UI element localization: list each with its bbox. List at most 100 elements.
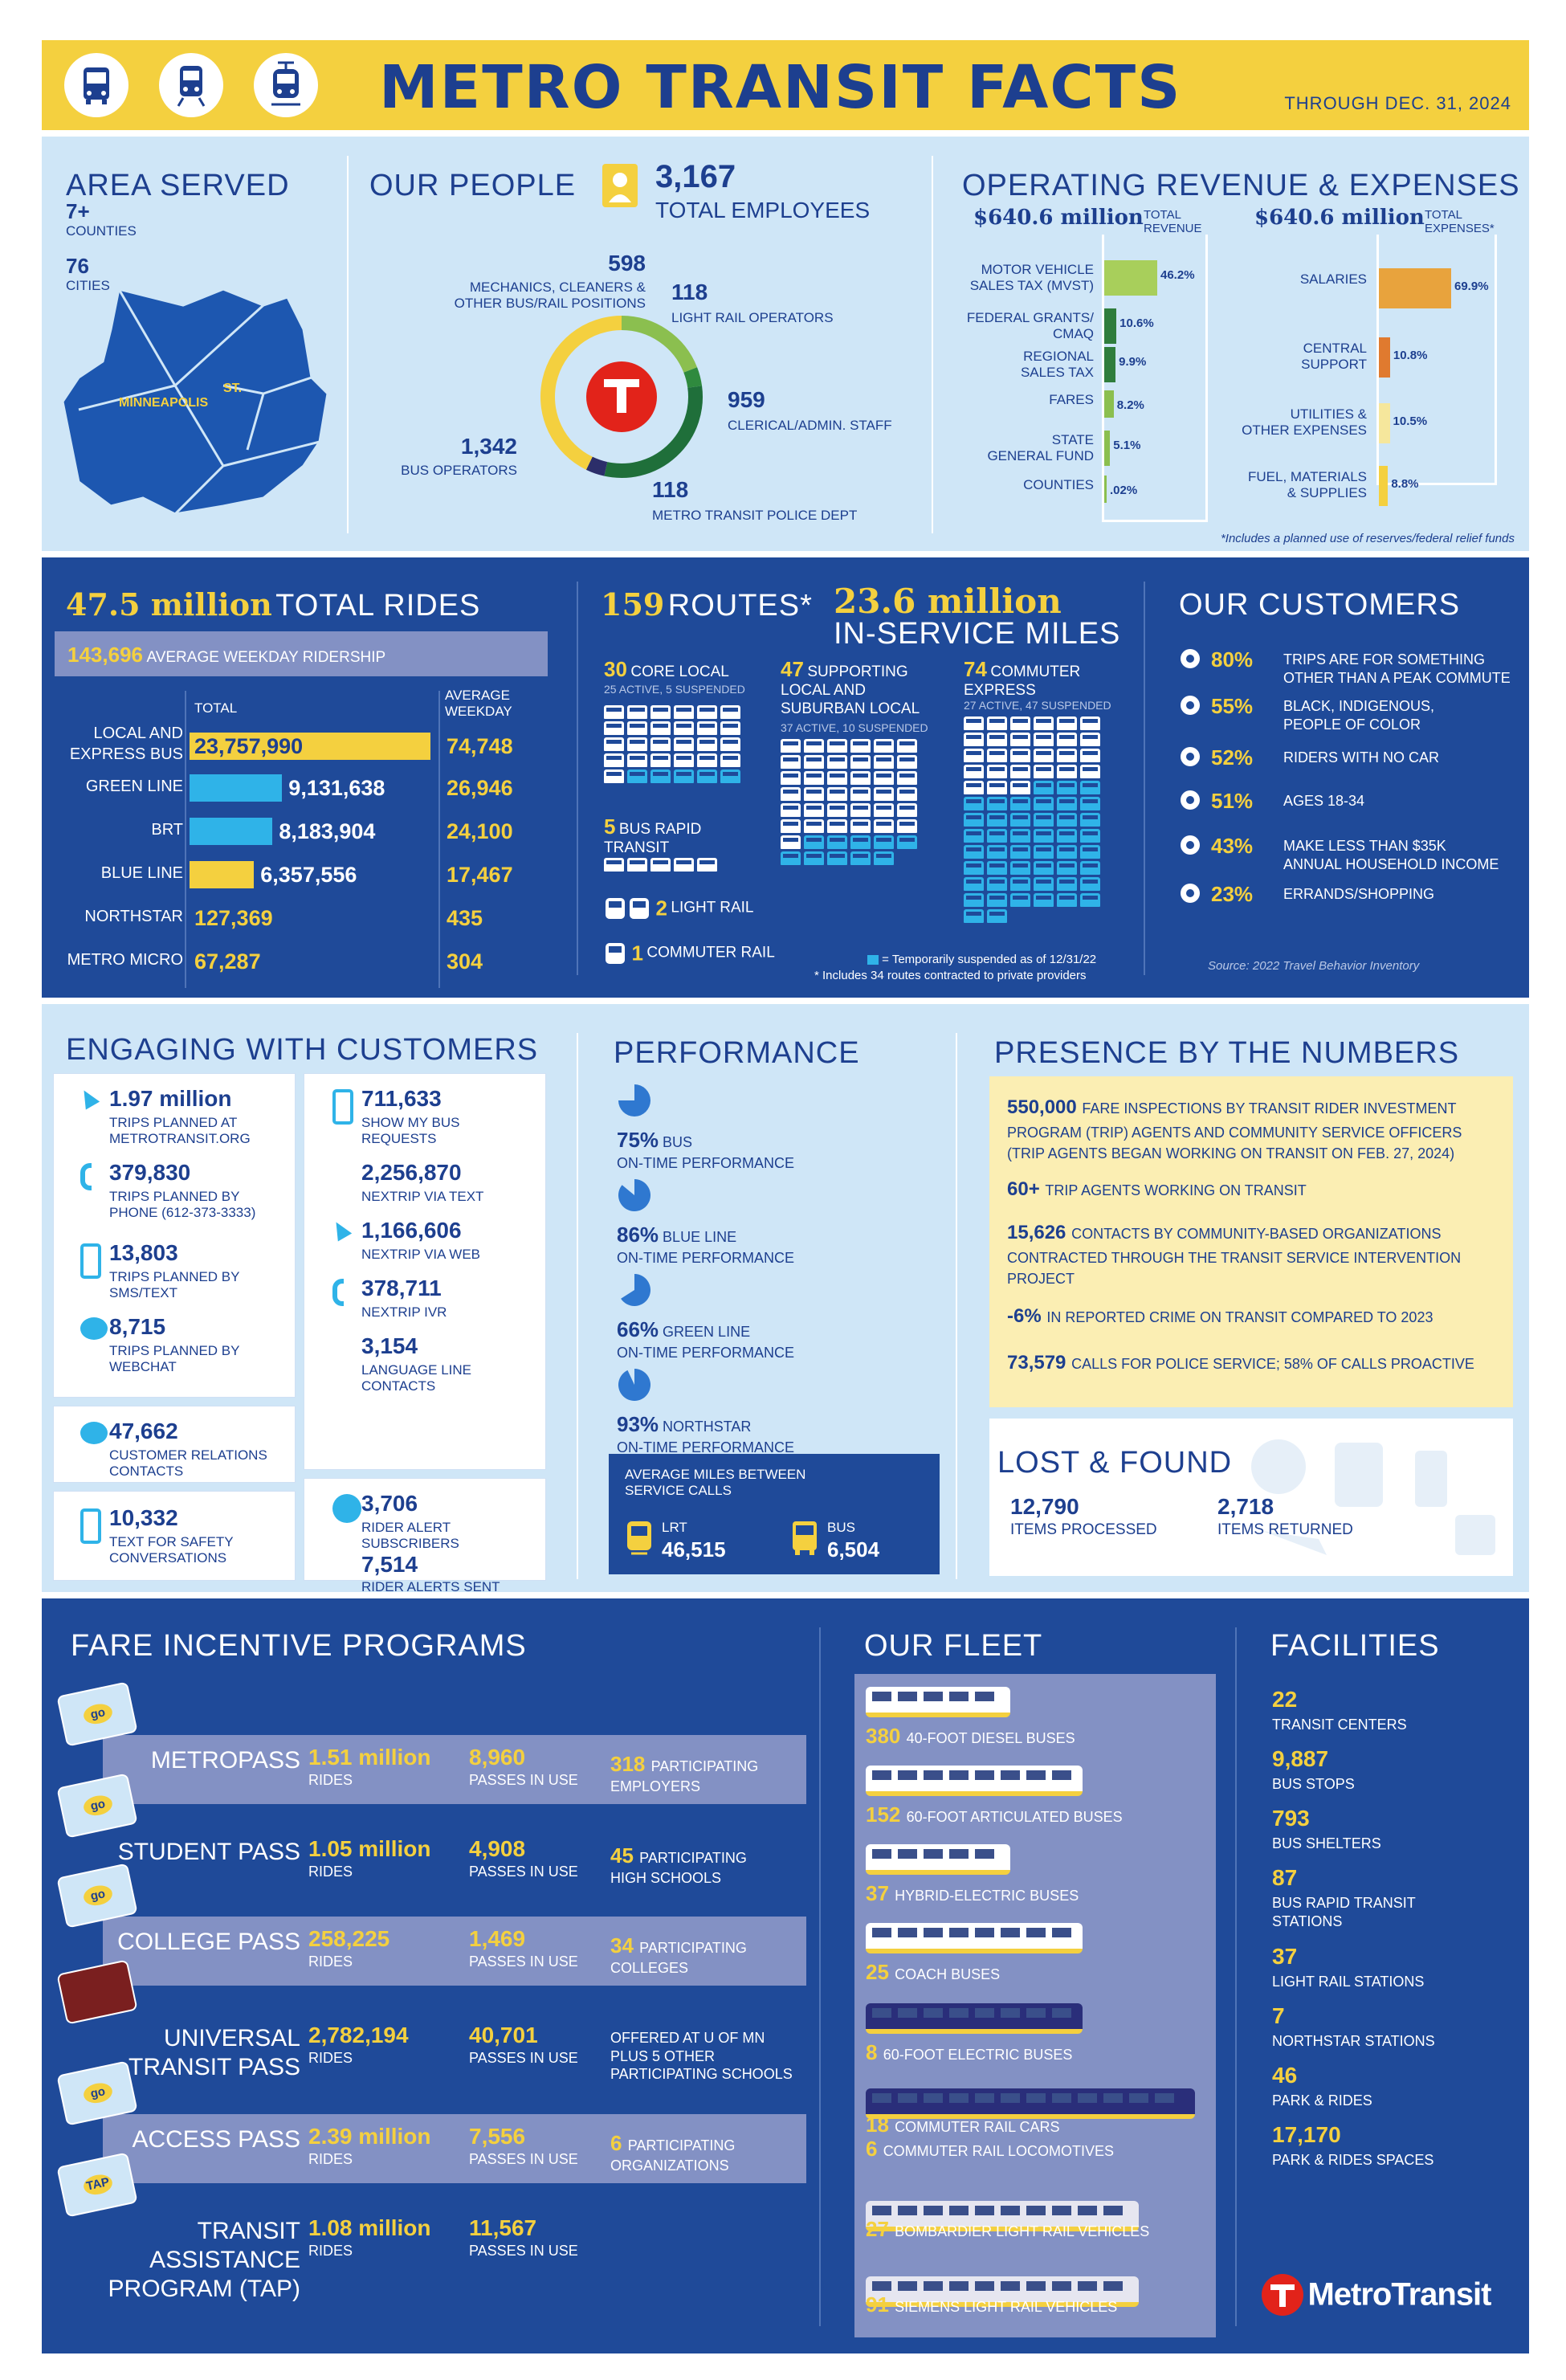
bus-window <box>1059 751 1075 755</box>
bus-icon <box>627 858 647 872</box>
bus-window <box>653 708 668 712</box>
ride-bar-0 <box>190 733 430 760</box>
fare-rides-5: 1.08 million <box>308 2215 431 2240</box>
bus-window <box>989 735 1005 739</box>
bus-window <box>853 741 868 745</box>
core-local-heading: 30 CORE LOCAL <box>604 657 729 681</box>
vehicle-window <box>975 2281 994 2291</box>
donut-segment-4 <box>540 316 622 470</box>
fare-name-0: METROPASS <box>150 1747 300 1774</box>
bus-icon <box>987 716 1007 730</box>
commuter-rail-row: 1 COMMUTER RAIL <box>604 940 775 967</box>
bus-window <box>1013 880 1028 884</box>
fare-passes-label-4: PASSES IN USE <box>469 2151 578 2167</box>
expense-value-1: 10.8% <box>1393 349 1428 362</box>
performance-percent-3: 93% NORTHSTAR <box>617 1412 752 1436</box>
fleet-item-8: 91 SIEMENS LIGHT RAIL VEHICLES <box>866 2292 1118 2317</box>
mechanics-number: 598 <box>608 251 646 276</box>
ride-total-3: 6,357,556 <box>260 863 357 887</box>
bus-window <box>989 847 1005 851</box>
bus-window <box>1036 751 1051 755</box>
bus-icon <box>897 803 917 817</box>
vehicle-window <box>949 2008 969 2018</box>
bus-icon <box>604 770 624 783</box>
vehicle-window <box>924 1692 943 1701</box>
vehicle-window <box>872 2206 891 2215</box>
bus-suspended-icon <box>804 835 824 849</box>
bus-window <box>699 740 715 744</box>
bus-window <box>966 896 981 900</box>
items-returned-label: ITEMS RETURNED <box>1217 1521 1353 1538</box>
ride-total-4: 127,369 <box>194 906 273 930</box>
bus-window <box>1036 735 1051 739</box>
vehicle-window <box>898 1849 917 1859</box>
section-ridership: 47.5 million TOTAL RIDES 143,696 AVERAGE… <box>42 557 1529 998</box>
vehicle-window <box>1052 2206 1071 2215</box>
bus-suspended-icon <box>1057 781 1077 794</box>
engaging-col1-label-1: TRIPS PLANNED BY PHONE (612-373-3333) <box>109 1189 256 1221</box>
bus-window <box>783 774 798 778</box>
bus-suspended-icon <box>1057 893 1077 907</box>
bus-window <box>1059 896 1075 900</box>
bus-icon <box>874 787 894 801</box>
supporting-sub: 37 ACTIVE, 10 SUSPENDED <box>781 721 928 734</box>
commuter-rail-icon <box>606 943 625 964</box>
bus-icon <box>674 737 694 751</box>
bus-window <box>783 838 798 842</box>
vehicle-window <box>1078 2206 1097 2215</box>
bus-icon <box>987 765 1007 778</box>
bus-icon <box>650 705 671 719</box>
bus-window <box>806 757 822 761</box>
customer-label-4: MAKE LESS THAN $35K ANNUAL HOUSEHOLD INCO… <box>1283 838 1499 872</box>
bus-icon <box>1057 733 1077 746</box>
bus-window <box>1083 896 1098 900</box>
bus-icon <box>1057 765 1077 778</box>
bus-window <box>630 708 645 712</box>
vehicle-window <box>898 2281 917 2291</box>
service-area-map: MINNEAPOLIS ST. <box>63 288 329 516</box>
presence-title: PRESENCE BY THE NUMBERS <box>994 1036 1460 1070</box>
engaging-box3-label-0: CUSTOMER RELATIONS CONTACTS <box>109 1447 267 1480</box>
bus-icon <box>781 803 801 817</box>
bus-window <box>876 774 891 778</box>
bus-window <box>853 838 868 842</box>
miles-number: 23.6 million <box>834 582 1062 621</box>
vehicle-window <box>975 1692 994 1701</box>
performance-label-2: ON-TIME PERFORMANCE <box>617 1345 795 1361</box>
bus-window <box>653 740 668 744</box>
clerical-label: CLERICAL/ADMIN. STAFF <box>728 418 892 433</box>
bus-window <box>783 741 798 745</box>
vehicle-window <box>924 2206 943 2215</box>
fleet-item-0: 380 40-FOOT DIESEL BUSES <box>866 1724 1075 1748</box>
mechanics-label: MECHANICS, CLEANERS & OTHER BUS/RAIL POSI… <box>454 280 646 312</box>
vehicle-window <box>1052 1928 1071 1937</box>
bus-icon <box>1057 716 1077 730</box>
vehicle-window <box>1052 2008 1071 2018</box>
bus-suspended-icon <box>1010 845 1030 859</box>
bus-icon <box>804 787 824 801</box>
bus-icon <box>720 737 740 751</box>
vehicle-window <box>1026 2008 1046 2018</box>
metro-transit-logo: MetroTransit <box>1261 2273 1518 2321</box>
bus-suspended-icon <box>1010 829 1030 843</box>
expense-bar-2 <box>1379 403 1390 443</box>
bus-window <box>899 741 915 745</box>
bus-icon <box>781 819 801 833</box>
bus-window <box>699 756 715 760</box>
fleet-vehicle-1 <box>866 1766 1083 1796</box>
bus-icon <box>1034 749 1054 762</box>
bus-icon <box>1080 765 1100 778</box>
bus-window <box>830 806 845 810</box>
bus-icon <box>804 739 824 753</box>
facility-number-0: 22 <box>1272 1687 1298 1712</box>
go-logo: go <box>81 1793 115 1819</box>
bus-window <box>676 740 691 744</box>
facility-label-2: BUS SHELTERS <box>1272 1835 1381 1851</box>
performance-pie-1 <box>618 1179 650 1211</box>
engaging-title: ENGAGING WITH CUSTOMERS <box>66 1033 539 1067</box>
vehicle-window <box>898 2206 917 2215</box>
bus-icon <box>1080 749 1100 762</box>
bus-icon <box>697 753 717 767</box>
bus-icon <box>674 705 694 719</box>
bus-icon <box>604 753 624 767</box>
